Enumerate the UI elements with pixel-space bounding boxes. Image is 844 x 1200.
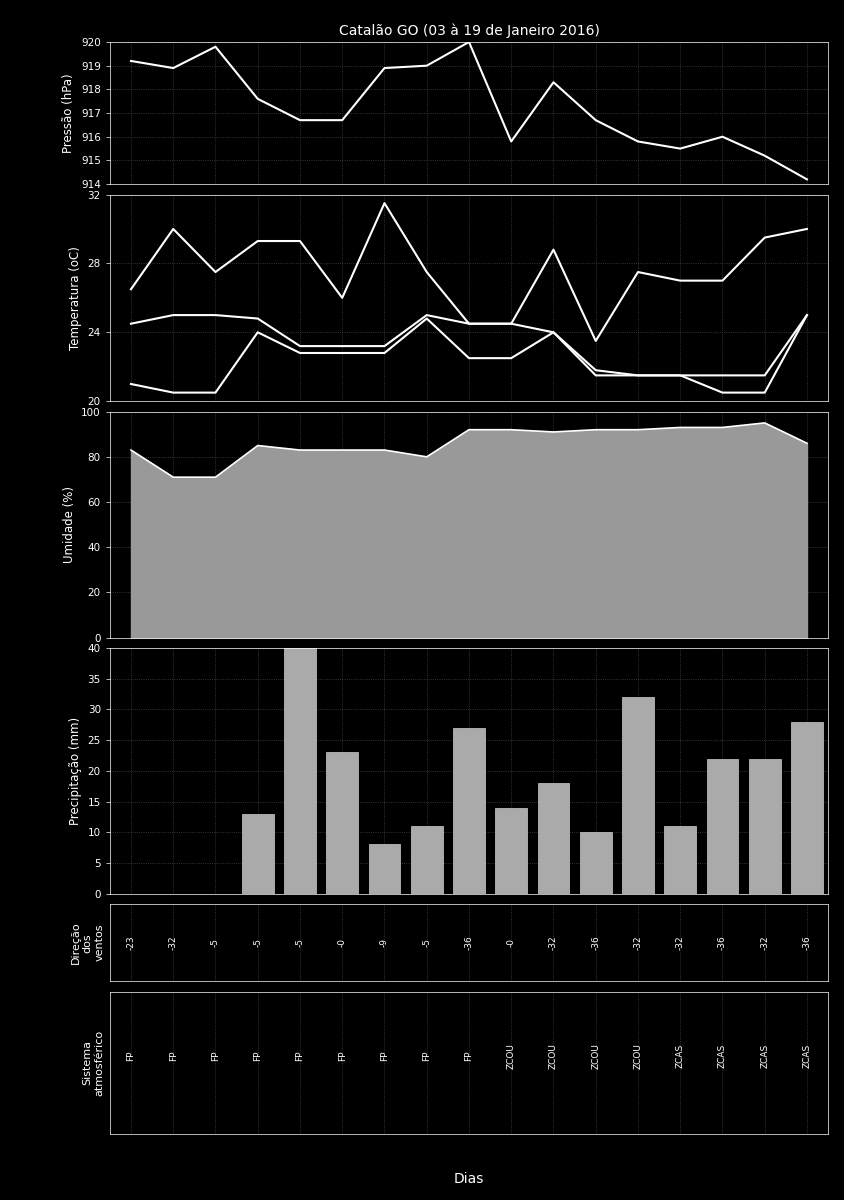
Text: FP: FP — [169, 1050, 177, 1061]
Text: -0: -0 — [506, 938, 515, 947]
Text: -5: -5 — [295, 938, 304, 947]
Text: -9: -9 — [380, 938, 388, 947]
Text: ZCAS: ZCAS — [802, 1044, 810, 1068]
Bar — [410, 826, 442, 894]
Text: Dias: Dias — [453, 1171, 484, 1186]
Text: -32: -32 — [675, 936, 684, 950]
Bar — [621, 697, 653, 894]
Bar — [579, 833, 611, 894]
Y-axis label: Pressão (hPa): Pressão (hPa) — [62, 73, 75, 152]
Text: -32: -32 — [549, 936, 557, 950]
Text: FP: FP — [380, 1050, 388, 1061]
Text: -5: -5 — [422, 938, 430, 947]
Y-axis label: Direção
dos
ventos: Direção dos ventos — [71, 922, 104, 964]
Text: -36: -36 — [802, 935, 810, 950]
Bar — [748, 758, 780, 894]
Text: -5: -5 — [253, 938, 262, 947]
Y-axis label: Temperatura (oC): Temperatura (oC) — [69, 246, 82, 350]
Y-axis label: Precipitação (mm): Precipitação (mm) — [69, 716, 82, 824]
Text: -23: -23 — [127, 936, 135, 950]
Bar — [368, 845, 400, 894]
Text: FP: FP — [338, 1050, 346, 1061]
Y-axis label: Umidade (%): Umidade (%) — [62, 486, 76, 563]
Bar — [241, 814, 273, 894]
Text: ZCAS: ZCAS — [717, 1044, 726, 1068]
Text: -32: -32 — [760, 936, 768, 950]
Text: -36: -36 — [464, 935, 473, 950]
Bar — [790, 721, 822, 894]
Text: -36: -36 — [717, 935, 726, 950]
Bar — [706, 758, 738, 894]
Text: -32: -32 — [633, 936, 641, 950]
Bar — [284, 648, 316, 894]
Text: -32: -32 — [169, 936, 177, 950]
Text: ZCAS: ZCAS — [675, 1044, 684, 1068]
Bar — [452, 728, 484, 894]
Text: FP: FP — [295, 1050, 304, 1061]
Bar — [326, 752, 358, 894]
Text: -36: -36 — [591, 935, 599, 950]
Text: ZCOU: ZCOU — [633, 1043, 641, 1069]
Text: FP: FP — [253, 1050, 262, 1061]
Title: Catalão GO (03 à 19 de Janeiro 2016): Catalão GO (03 à 19 de Janeiro 2016) — [338, 24, 598, 38]
Text: FP: FP — [211, 1050, 219, 1061]
Y-axis label: Sistema
atmosférico: Sistema atmosférico — [83, 1030, 104, 1096]
Text: -0: -0 — [338, 938, 346, 947]
Text: FP: FP — [422, 1050, 430, 1061]
Text: ZCOU: ZCOU — [506, 1043, 515, 1069]
Bar — [495, 808, 527, 894]
Text: ZCAS: ZCAS — [760, 1044, 768, 1068]
Text: -5: -5 — [211, 938, 219, 947]
Text: ZCOU: ZCOU — [591, 1043, 599, 1069]
Bar — [537, 784, 569, 894]
Text: ZCOU: ZCOU — [549, 1043, 557, 1069]
Bar — [663, 826, 695, 894]
Text: FP: FP — [464, 1050, 473, 1061]
Text: FP: FP — [127, 1050, 135, 1061]
